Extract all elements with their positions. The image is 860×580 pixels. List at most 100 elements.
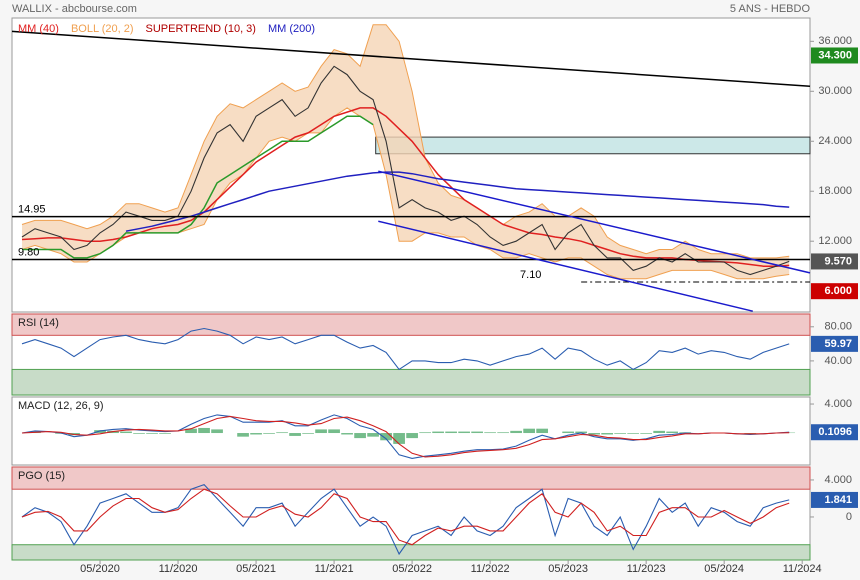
histogram-bar [289,433,301,436]
price-badge-label: 59.97 [824,338,852,350]
histogram-bar [575,431,587,434]
price-badge [811,283,858,300]
histogram-bar [315,429,327,434]
histogram-bar [133,433,145,434]
legend-entry: SUPERTREND (10, 3) [146,23,256,35]
histogram-bar [185,428,197,434]
price-badge-label: 1.841 [824,494,852,506]
level-label: 7.10 [520,269,541,281]
x-tick-label: 05/2023 [548,563,588,575]
legend-entry: MM (200) [268,23,315,35]
histogram-bar [562,431,574,434]
trend-line [11,30,811,88]
overbought-zone [11,313,811,336]
price-badge-label: 34.300 [818,49,852,61]
series-line [21,65,790,276]
y-tick-label: 4.000 [824,398,852,410]
histogram-bar [445,431,457,434]
histogram-bar [458,431,470,434]
oversold-zone [11,544,811,561]
histogram-bar [653,430,666,434]
price-badge-label: 0.1096 [818,426,852,438]
y-tick-label: 0 [846,511,852,523]
histogram-bar [666,431,679,434]
trend-line [378,220,753,312]
price-badge [811,253,858,270]
price-badge [811,335,858,352]
histogram-bar [393,433,405,444]
y-tick-label: 36.000 [818,35,852,47]
histogram-bar [614,433,627,434]
y-tick-label: 24.000 [818,135,852,147]
histogram-bar [198,427,210,434]
plot-layers: 36.000 30.000 24.000 18.000 12.000 14.95 9.80 7… [11,17,858,575]
panel-background [11,396,811,466]
y-tick-label: 12.000 [818,235,852,247]
x-tick-label: 11/2022 [471,563,510,575]
histogram-bar [601,433,614,435]
panel-title: PGO (15) [18,470,65,482]
series-line [21,415,790,458]
series-line [21,488,790,546]
price-badge-label: 6.000 [824,285,852,297]
histogram-bar [211,429,223,434]
series-line [21,483,790,556]
price-badge-label: 9.570 [824,255,852,267]
histogram-bar [380,433,392,441]
histogram-bar [146,433,158,434]
x-tick-label: 05/2020 [80,563,120,575]
histogram-bar [432,431,444,434]
series-line [21,107,790,267]
histogram-bar [341,433,353,435]
histogram-bar [627,433,640,434]
legend-entry: BOLL (20, 2) [71,23,134,35]
x-tick-label: 11/2024 [783,563,822,575]
panel-title: MACD (12, 26, 9) [18,400,104,412]
histogram-bar [536,428,548,434]
histogram-bar [237,433,249,437]
y-tick-label: 80.00 [824,321,852,333]
series-line [21,327,790,371]
series-line [21,414,790,459]
histogram-bar [367,433,379,437]
oversold-zone [11,368,811,396]
panel-title: RSI (14) [18,317,59,329]
y-tick-label: 40.00 [824,355,852,367]
level-label: 9.80 [18,246,39,258]
histogram-bar [276,432,288,434]
histogram-bar [354,433,366,439]
histogram-bar [484,432,496,434]
y-tick-label: 4.000 [824,474,852,486]
histogram-bar [471,431,483,434]
band-fill [22,24,790,279]
x-tick-label: 05/2024 [704,563,744,575]
histogram-bar [523,428,535,434]
price-badge [811,491,858,508]
histogram-bar [159,433,171,434]
header-title: WALLIX - abcbourse.com [12,3,137,15]
histogram-bar [250,433,262,435]
histogram-bar [328,429,340,434]
series-line [125,171,790,232]
histogram-bar [510,430,522,434]
price-badge [811,47,858,64]
histogram-bar [497,432,509,434]
histogram-bar [94,430,106,434]
band-upper [21,24,790,259]
histogram-bar [588,433,600,435]
overbought-zone [11,466,811,490]
histogram-bar [640,433,653,434]
histogram-bar [120,431,132,434]
histogram-bar [302,433,314,434]
y-tick-label: 18.000 [818,185,852,197]
x-tick-label: 11/2021 [315,563,354,575]
x-tick-label: 11/2020 [159,563,198,575]
x-tick-label: 05/2022 [392,563,432,575]
histogram-bar [419,432,431,434]
histogram-bar [406,433,418,439]
trend-line [378,170,811,274]
x-tick-label: 11/2023 [627,563,666,575]
histogram-bar [263,433,275,434]
level-label: 14.95 [18,204,46,216]
